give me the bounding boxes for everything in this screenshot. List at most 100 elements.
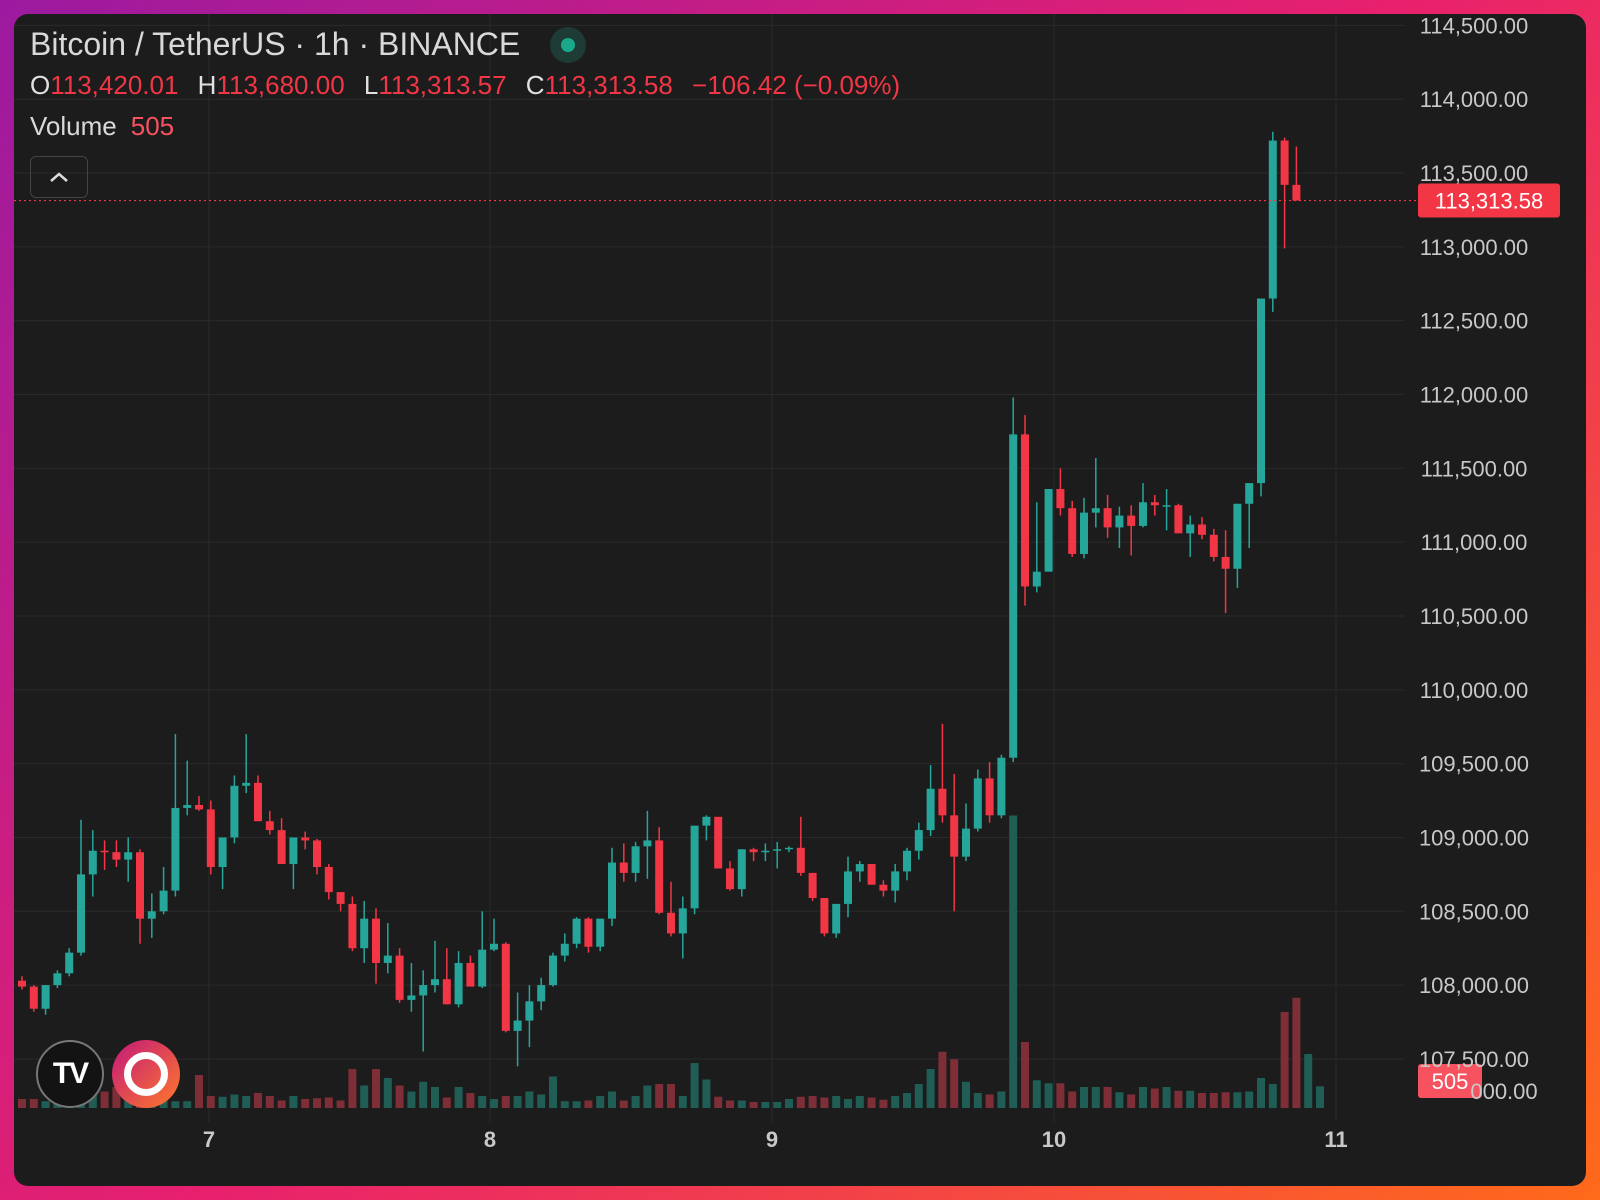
candle — [395, 948, 404, 1003]
candle — [761, 843, 770, 862]
symbol-title[interactable]: Bitcoin / TetherUS · 1h · BINANCE — [30, 26, 587, 63]
volume-bar — [171, 1101, 180, 1108]
collapse-legend-button[interactable] — [30, 156, 88, 198]
volume-bar — [844, 1099, 852, 1108]
tradingview-logo-icon[interactable]: TV — [36, 1040, 104, 1108]
candle-body — [1127, 515, 1136, 526]
candle — [277, 818, 286, 865]
volume-bar — [714, 1096, 723, 1108]
high-value: 113,680.00 — [216, 70, 345, 100]
candle — [1044, 489, 1053, 572]
candlestick-chart[interactable]: 113,313.58 505 107,500.00 108,000.00 108,50… — [14, 14, 1586, 1186]
candle — [324, 864, 333, 900]
volume-bar — [1209, 1093, 1218, 1108]
volume-bar — [242, 1096, 251, 1108]
candle-body — [301, 837, 310, 841]
candle-body — [100, 850, 109, 853]
candle — [867, 864, 876, 885]
candle-body — [360, 918, 369, 949]
volume-bar — [1221, 1092, 1230, 1108]
candle — [53, 970, 62, 989]
volume-bar — [1316, 1086, 1324, 1108]
volume-bar — [1127, 1094, 1136, 1108]
candle — [407, 962, 416, 1012]
volume-bar — [549, 1076, 557, 1108]
candle — [112, 840, 121, 867]
volume-label: Volume — [30, 111, 117, 141]
candle-body — [407, 995, 416, 1000]
volume-bar — [761, 1102, 770, 1108]
candle — [301, 831, 310, 850]
symbol-title-text[interactable]: Bitcoin / TetherUS · 1h · BINANCE — [30, 26, 521, 62]
time-tick-label: 10 — [1042, 1127, 1066, 1152]
candle — [785, 846, 793, 853]
volume-bar — [230, 1094, 239, 1108]
volume-bar — [560, 1101, 569, 1108]
candle-body — [1009, 434, 1018, 758]
volume-bar — [572, 1101, 581, 1108]
candle-body — [867, 864, 876, 885]
volume-legend[interactable]: Volume 505 — [30, 111, 174, 142]
time-axis: 7 8 9 10 11 — [203, 1127, 1348, 1152]
candle-body — [855, 864, 864, 872]
candle — [1021, 415, 1029, 606]
candle — [171, 734, 180, 897]
app-logo-icon[interactable] — [112, 1040, 180, 1108]
candle-body — [230, 785, 239, 838]
volume-bar — [1233, 1092, 1242, 1108]
candle — [254, 775, 262, 822]
candle-body — [1162, 505, 1171, 507]
candle-body — [749, 849, 758, 853]
volume-bar — [796, 1096, 805, 1108]
candle-body — [77, 874, 85, 953]
market-open-dot-icon — [550, 26, 587, 63]
volume-bar — [1292, 997, 1301, 1108]
candle — [360, 900, 369, 963]
volume-bar — [501, 1096, 510, 1108]
price-tick-label: 114,500.00 — [1420, 14, 1528, 38]
change-value: −106.42 (−0.09%) — [692, 70, 901, 100]
candle-body — [1115, 515, 1124, 528]
candle — [513, 992, 522, 1067]
candle-body — [631, 846, 640, 873]
volume-bar — [1174, 1090, 1183, 1108]
candle-body — [549, 955, 557, 986]
volume-bar — [313, 1098, 321, 1108]
candle-body — [655, 840, 664, 913]
candle — [29, 985, 38, 1012]
volume-bar — [195, 1075, 203, 1108]
volume-bar — [112, 1087, 121, 1108]
candle — [973, 769, 982, 832]
price-tick-label: 113,500.00 — [1420, 161, 1528, 186]
candle — [1280, 137, 1289, 249]
candle — [749, 847, 758, 862]
volume-bar — [395, 1085, 404, 1108]
candle-body — [1021, 434, 1029, 587]
candle-body — [1080, 512, 1088, 554]
volume-bar — [1139, 1087, 1147, 1108]
candle-body — [183, 804, 192, 808]
volume-bar — [1257, 1078, 1265, 1108]
candle-body — [313, 840, 321, 867]
volume-bar — [454, 1087, 463, 1108]
candle-body — [218, 837, 227, 867]
volume-bar — [537, 1094, 546, 1108]
candle — [490, 918, 498, 952]
candle — [643, 810, 652, 879]
volume-bars — [18, 815, 1324, 1108]
candle-body — [997, 757, 1006, 816]
volume-bar — [667, 1084, 675, 1108]
volume-bar — [1044, 1083, 1053, 1108]
candle-body — [136, 852, 144, 919]
volume-bar — [218, 1096, 227, 1108]
candle-body — [714, 816, 723, 869]
volume-bar — [88, 1093, 97, 1108]
volume-bar — [643, 1085, 652, 1108]
candle-body — [1068, 508, 1077, 554]
candle-body — [667, 912, 675, 934]
candle — [1221, 530, 1230, 614]
candle-body — [478, 949, 487, 987]
price-tick-label: 109,000.00 — [1419, 825, 1529, 850]
volume-bar — [324, 1097, 333, 1108]
candle — [100, 840, 109, 870]
